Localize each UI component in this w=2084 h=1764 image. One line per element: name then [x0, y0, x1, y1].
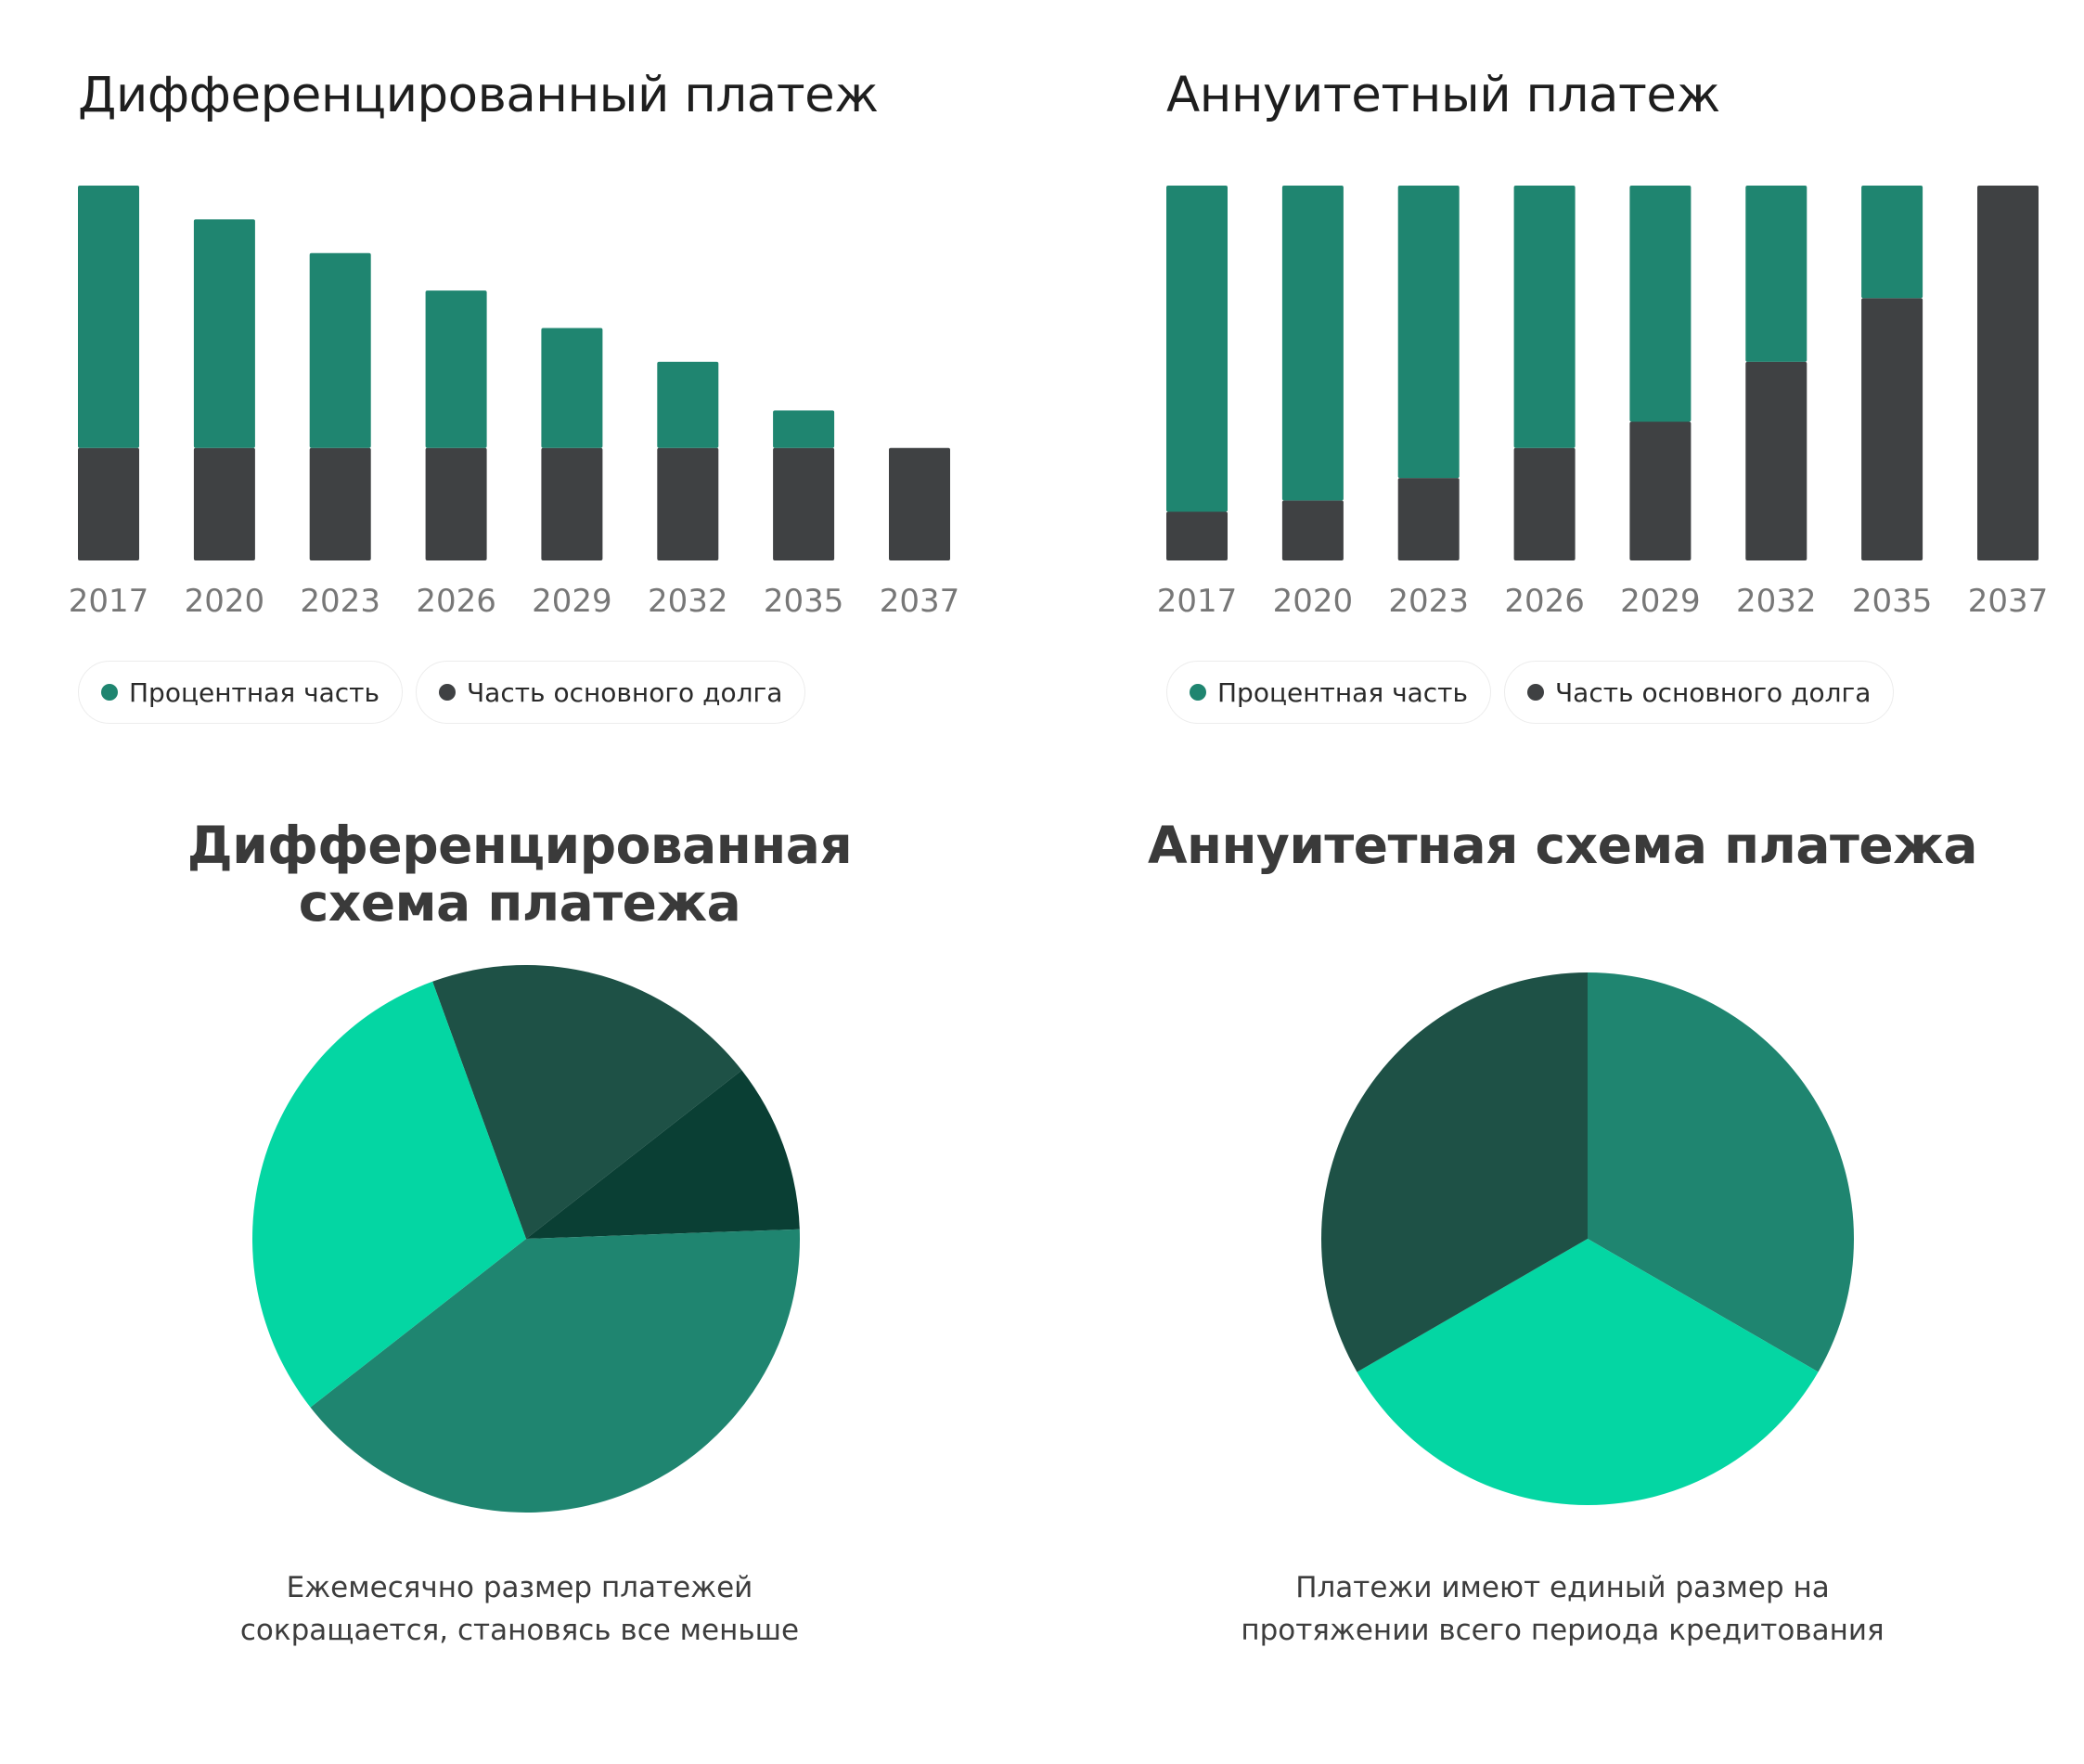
- bar-principal-2037: [889, 447, 950, 560]
- annuity-pie-chart: [1321, 972, 1854, 1505]
- x-tick-label-2017: 2017: [69, 583, 149, 620]
- bar-principal-2017: [1166, 511, 1228, 560]
- annuity-pie-caption-line2: протяжении всего периода кредитования: [1241, 1614, 1885, 1647]
- pie-slice-3: [310, 1229, 800, 1513]
- diff-bar-title: Дифференцированный платеж: [78, 67, 879, 123]
- x-tick-label-2037: 2037: [1968, 583, 2049, 620]
- bar-interest-2020: [193, 219, 255, 448]
- annuity-pie-title: Аннуитетная схема платежа: [1145, 817, 1980, 874]
- diff-pie-title-line2: схема платежа: [298, 873, 741, 933]
- legend-item-principal[interactable]: Часть основного долга: [1503, 661, 1895, 724]
- bar-interest-2029: [541, 328, 603, 448]
- bar-interest-2026: [1513, 186, 1576, 448]
- pie-slice-4: [252, 981, 526, 1408]
- x-tick-label-2032: 2032: [648, 583, 728, 620]
- diff-pie-title-line1: Дифференцированная: [187, 816, 853, 875]
- legend-dot-principal-icon: [1526, 684, 1544, 701]
- x-tick-label-2035: 2035: [764, 583, 844, 620]
- legend-label-interest: Процентная часть: [129, 676, 379, 708]
- bar-principal-2020: [193, 447, 255, 560]
- legend-label-interest: Процентная часть: [1217, 676, 1468, 708]
- bar-interest-2017: [1166, 186, 1228, 512]
- diff-bar-chart: 2017 2020 2023 2026 2029 2032 2035 2037: [69, 186, 959, 620]
- annuity-pie-panel: Аннуитетная схема платежа Платежи имеют …: [1042, 779, 2084, 1764]
- bar-principal-2017: [78, 447, 139, 560]
- legend-item-interest[interactable]: Процентная часть: [78, 661, 403, 724]
- diff-bar-legend: Процентная часть Часть основного долга: [78, 661, 806, 724]
- pie-slice-1: [432, 965, 742, 1239]
- annuity-bar-legend: Процентная часть Часть основного долга: [1166, 661, 1895, 724]
- bar-interest-2035: [1861, 186, 1923, 299]
- diff-pie-panel: Дифференцированная схема платежа Ежемеся…: [0, 779, 1042, 1764]
- bar-interest-2017: [78, 186, 139, 448]
- bar-principal-2032: [657, 447, 719, 560]
- bar-principal-2023: [1397, 478, 1460, 560]
- pie-slice-3: [1321, 972, 1588, 1372]
- legend-dot-principal-icon: [438, 684, 456, 701]
- pie-slice-2: [526, 1070, 800, 1239]
- bar-interest-2035: [773, 410, 835, 448]
- bar-interest-2032: [657, 361, 719, 448]
- x-tick-label-2026: 2026: [416, 583, 496, 620]
- legend-label-principal: Часть основного долга: [466, 676, 783, 708]
- x-tick-label-2023: 2023: [300, 583, 380, 620]
- annuity-pie-caption-line1: Платежи имеют единый размер на: [1295, 1571, 1830, 1604]
- bar-principal-2029: [541, 447, 603, 560]
- annuity-pie-caption: Платежи имеют единый размер на протяжени…: [1145, 1566, 1980, 1652]
- x-tick-label-2026: 2026: [1504, 583, 1585, 620]
- diff-pie-caption-line2: сокращается, становясь все меньше: [239, 1614, 800, 1647]
- bar-principal-2037: [1977, 186, 2039, 560]
- x-tick-label-2029: 2029: [532, 583, 612, 620]
- annuity-bar-chart: 2017 2020 2023 2026 2029 2032 2035 2037: [1157, 186, 2048, 620]
- x-tick-label-2029: 2029: [1620, 583, 1701, 620]
- bar-principal-2032: [1745, 361, 1807, 560]
- legend-item-principal[interactable]: Часть основного долга: [415, 661, 806, 724]
- diff-pie-caption-line1: Ежемесячно размер платежей: [286, 1571, 753, 1604]
- legend-label-principal: Часть основного долга: [1554, 676, 1872, 708]
- x-tick-label-2032: 2032: [1736, 583, 1817, 620]
- legend-dot-interest-icon: [101, 684, 118, 701]
- legend-item-interest[interactable]: Процентная часть: [1166, 661, 1491, 724]
- bar-principal-2035: [773, 447, 835, 560]
- x-tick-label-2020: 2020: [185, 583, 265, 620]
- x-tick-label-2020: 2020: [1273, 583, 1354, 620]
- annuity-pie-title-line1: Аннуитетная схема платежа: [1147, 816, 1978, 875]
- bar-interest-2020: [1281, 186, 1344, 501]
- annuity-bar-title: Аннуитетный платеж: [1166, 67, 1720, 123]
- bar-interest-2023: [1397, 186, 1460, 479]
- diff-pie-title: Дифференцированная схема платежа: [148, 817, 891, 932]
- bar-interest-2023: [309, 252, 371, 448]
- bar-interest-2032: [1745, 186, 1807, 362]
- x-tick-label-2023: 2023: [1388, 583, 1469, 620]
- bar-principal-2020: [1281, 500, 1344, 560]
- x-tick-label-2037: 2037: [880, 583, 960, 620]
- bar-interest-2029: [1629, 186, 1692, 422]
- x-tick-label-2035: 2035: [1852, 583, 1933, 620]
- bar-principal-2035: [1861, 298, 1923, 560]
- bar-principal-2029: [1629, 421, 1692, 560]
- bar-principal-2026: [1513, 447, 1576, 560]
- pie-slice-1: [1588, 972, 1854, 1372]
- diff-pie-caption: Ежемесячно размер платежей сокращается, …: [148, 1566, 891, 1652]
- bar-principal-2023: [309, 447, 371, 560]
- annuity-bar-panel: Аннуитетный платеж 2017 2020 2023 2026 2029 2…: [1042, 0, 2084, 761]
- bar-principal-2026: [425, 447, 487, 560]
- x-tick-label-2017: 2017: [1157, 583, 1238, 620]
- legend-dot-interest-icon: [1190, 684, 1206, 701]
- pie-slice-2: [1357, 1239, 1819, 1505]
- bar-interest-2026: [425, 290, 487, 448]
- diff-bar-panel: Дифференцированный платеж 2017 2020 2023 20…: [0, 0, 1042, 761]
- diff-pie-chart: [252, 965, 800, 1513]
